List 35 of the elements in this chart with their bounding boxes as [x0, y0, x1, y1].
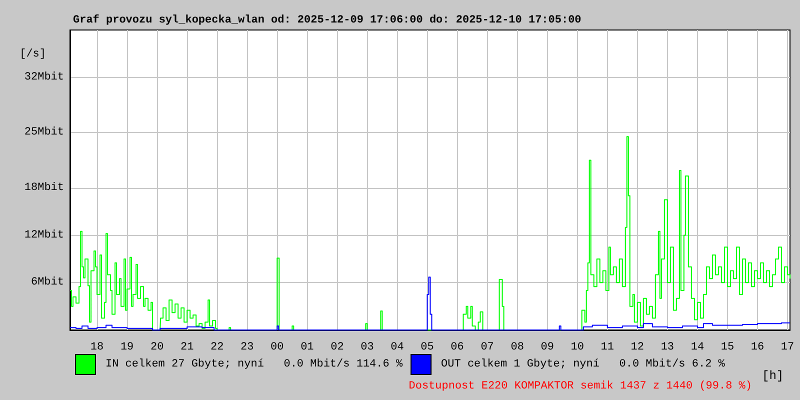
x-tick-label: 08	[510, 342, 524, 354]
x-tick-label: 00	[270, 342, 284, 354]
x-tick-label: 23	[240, 342, 254, 354]
x-tick-label: 03	[360, 342, 374, 354]
y-tick-label: 12Mbit	[24, 229, 64, 242]
x-tick-label: 05	[420, 342, 434, 354]
x-tick-label: 18	[90, 342, 104, 354]
x-tick-label: 22	[210, 342, 224, 354]
x-tick-label: 20	[150, 342, 164, 354]
x-tick-label: 07	[480, 342, 494, 354]
y-tick-label: 18Mbit	[24, 182, 64, 194]
y-tick-label: 6Mbit	[30, 276, 64, 289]
x-tick-label: 09	[540, 342, 554, 354]
x-tick-label: 19	[120, 342, 134, 354]
y-axis-title: [/s]	[20, 48, 46, 60]
y-tick-label: 25Mbit	[24, 126, 64, 139]
x-tick-label: 16	[750, 342, 764, 354]
legend-label: IN celkem 27 Gbyte; nyní 0.0 Mbit/s 114.6 %	[106, 358, 403, 370]
legend-label: OUT celkem 1 Gbyte; nyní 0.0 Mbit/s 6.2 %	[441, 358, 726, 370]
text: Dostupnost E220 KOMPAKTOR semik 1437 z 1440 (99.8 %)	[408, 380, 752, 392]
x-tick-label: 04	[390, 342, 404, 354]
x-tick-label: 14	[690, 342, 704, 354]
x-tick-label: 02	[330, 342, 344, 354]
x-tick-label: 11	[600, 342, 614, 354]
x-tick-label: 21	[180, 342, 194, 354]
x-tick-label: 06	[450, 342, 464, 354]
chart-title: Graf provozu syl_kopecka_wlan od: 2025-12-09 17:06:00 do: 2025-12-10 17:05:00	[73, 14, 582, 26]
x-tick-label: 13	[660, 342, 674, 354]
x-tick-label: 01	[300, 342, 314, 354]
y-tick-label: 32Mbit	[24, 71, 64, 84]
x-tick-label: 17	[780, 342, 794, 354]
x-axis-title: [h]	[762, 369, 784, 383]
x-tick-label: 15	[720, 342, 734, 354]
x-tick-label: 10	[570, 342, 584, 354]
x-tick-label: 12	[630, 342, 644, 354]
